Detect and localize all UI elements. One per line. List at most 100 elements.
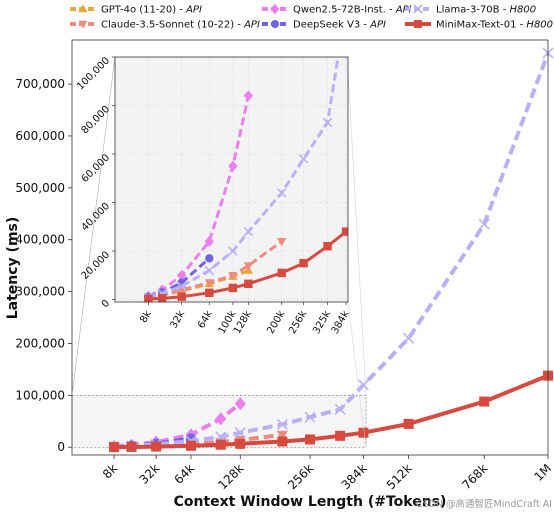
main-minimax-text-01-h800-square-marker bbox=[335, 430, 346, 441]
inset-deepseek-v3-api-circle-marker bbox=[205, 254, 214, 263]
axis-titles: Context Window Length (#Tokens) Latency … bbox=[5, 217, 446, 510]
legend-claude-3-5-sonnet-10-22-api-triangle-marker bbox=[78, 20, 88, 29]
inset-llama-3-70b-h800 bbox=[143, 57, 340, 302]
main-minimax-text-01-h800-square-marker bbox=[186, 440, 196, 451]
inset-connectors bbox=[71, 56, 367, 448]
legend-qwen2-5-72b-inst-api: Qwen2.5-72B-Inst. - API bbox=[262, 3, 412, 16]
main-llama-3-70b-h800-x-marker bbox=[478, 218, 490, 230]
inset-minimax-text-01-h800-square-marker bbox=[341, 227, 348, 236]
watermark: CSDN @高通智匠MindCraft AI bbox=[416, 498, 552, 510]
main-minimax-text-01-h800-square-marker bbox=[277, 436, 288, 447]
inset-llama-3-70b-h800-x-marker bbox=[204, 265, 215, 276]
main-series-layer bbox=[108, 47, 554, 453]
x-tick-label: 512k bbox=[384, 461, 415, 492]
inset-claude-3-5-sonnet-10-22-api-triangle-marker bbox=[228, 271, 238, 281]
legend-deepseek-v3-api-circle-marker bbox=[271, 20, 279, 28]
y-tick-label: 600,000 bbox=[15, 129, 65, 143]
main-minimax-text-01-h800-square-marker bbox=[479, 396, 490, 407]
main-llama-3-70b-h800-x-marker bbox=[234, 427, 246, 439]
y-tick-label: 100,000 bbox=[15, 388, 65, 402]
main-llama-3-70b-h800-x-marker bbox=[276, 418, 288, 430]
x-tick-label: 64k bbox=[172, 461, 198, 487]
main-llama-3-70b-h800-x-marker bbox=[334, 403, 346, 415]
connector-line bbox=[347, 68, 367, 396]
legend-llama-3-70b-h800: Llama-3-70B - H800 bbox=[405, 4, 536, 16]
x-tick-label: 32k bbox=[137, 461, 163, 487]
inset-claude-3-5-sonnet-10-22-api-triangle-marker bbox=[243, 262, 253, 271]
inset-minimax-text-01-h800-square-marker bbox=[205, 288, 214, 297]
inset-minimax-text-01-h800-square-marker bbox=[228, 283, 238, 293]
legend-llama-3-70b-h800-label: Llama-3-70B - H800 bbox=[436, 5, 536, 16]
main-qwen2-5-72b-inst-api-diamond-marker bbox=[215, 412, 227, 426]
y-tick-label: 300,000 bbox=[15, 285, 65, 299]
inset-llama-3-70b-h800-x-marker bbox=[176, 281, 187, 291]
inset-series-layer bbox=[143, 57, 348, 302]
inset-claude-3-5-sonnet-10-22-api-triangle-marker bbox=[277, 237, 287, 247]
inset-llama-3-70b-h800-x-marker bbox=[276, 188, 287, 198]
main-qwen2-5-72b-inst-api-diamond-marker bbox=[234, 397, 246, 411]
inset-background bbox=[115, 57, 348, 302]
legend-qwen2-5-72b-inst-api-diamond-marker bbox=[270, 3, 280, 15]
inset-claude-3-5-sonnet-10-22-api-triangle-marker bbox=[204, 279, 214, 288]
legend-minimax-text-01-h800-square-marker bbox=[414, 20, 422, 28]
legend-deepseek-v3-api-label: DeepSeek V3 - API bbox=[293, 20, 386, 31]
main-minimax-text-01-h800-square-marker bbox=[403, 418, 414, 429]
legend-gpt-4o-11-20-api-label: GPT-4o (11-20) - API bbox=[101, 5, 202, 16]
x-tick-label: 128k bbox=[215, 461, 246, 492]
inset-minimax-text-01-h800-square-marker bbox=[277, 268, 286, 278]
inset-minimax-text-01-h800-square-marker bbox=[244, 279, 253, 289]
y-tick-label: 700,000 bbox=[15, 77, 65, 91]
inset-qwen2-5-72b-inst-api-diamond-marker bbox=[243, 90, 253, 102]
inset-frame bbox=[114, 56, 349, 303]
y-tick-label: 500,000 bbox=[15, 181, 65, 195]
main-qwen2-5-72b-inst-api-line bbox=[113, 402, 242, 449]
inset-qwen2-5-72b-inst-api-diamond-marker bbox=[177, 269, 187, 281]
inset-minimax-text-01-h800-square-marker bbox=[299, 258, 308, 268]
inset-qwen2-5-72b-inst-api-diamond-marker bbox=[204, 235, 214, 247]
main-minimax-text-01-h800-square-marker bbox=[109, 442, 120, 453]
inset-llama-3-70b-h800-x-marker bbox=[322, 117, 333, 128]
legend-claude-3-5-sonnet-10-22-api: Claude-3.5-Sonnet (10-22) - API bbox=[70, 20, 260, 31]
main-llama-3-70b-h800-x-marker bbox=[304, 411, 316, 423]
main-llama-3-70b-h800-x-marker bbox=[403, 332, 415, 344]
main-minimax-text-01-h800-square-marker bbox=[215, 439, 226, 450]
legend-qwen2-5-72b-inst-api-label: Qwen2.5-72B-Inst. - API bbox=[293, 5, 412, 16]
main-minimax-text-01-h800-square-marker bbox=[126, 441, 137, 452]
main-minimax-text-01-h800-square-marker bbox=[358, 427, 369, 438]
main-minimax-text-01-h800-square-marker bbox=[235, 438, 246, 449]
y-axis-title: Latency (ms) bbox=[5, 217, 21, 320]
legend-gpt-4o-11-20-api: GPT-4o (11-20) - API bbox=[70, 4, 202, 16]
inset-minimax-text-01-h800-square-marker bbox=[144, 294, 153, 302]
legend-gpt-4o-11-20-api-triangle-marker bbox=[78, 4, 88, 13]
legend: GPT-4o (11-20) - API Claude-3.5-Sonnet (1… bbox=[70, 3, 553, 31]
x-tick-label: 8k bbox=[100, 461, 120, 481]
x-tick-label: 768k bbox=[459, 461, 490, 492]
inset-minimax-text-01-h800-square-marker bbox=[177, 292, 186, 301]
main-minimax-text-01-h800-square-marker bbox=[305, 434, 315, 445]
connector-line bbox=[71, 56, 116, 396]
x-tick-label: 384k bbox=[339, 461, 370, 492]
inset-x-tick-label: 8k bbox=[138, 309, 154, 325]
legend-deepseek-v3-api: DeepSeek V3 - API bbox=[262, 20, 386, 31]
legend-llama-3-70b-h800-x-marker bbox=[413, 4, 423, 14]
inset-minimax-text-01-h800 bbox=[144, 227, 348, 302]
legend-minimax-text-01-h800: MiniMax-Text-01 - H800 bbox=[405, 20, 553, 31]
inset-minimax-text-01-h800-square-marker bbox=[157, 294, 167, 302]
y-tick-label: 0 bbox=[57, 440, 65, 454]
inset-qwen2-5-72b-inst-api-diamond-marker bbox=[228, 160, 238, 172]
inset-minimax-text-01-h800-line bbox=[148, 230, 347, 301]
inset-llama-3-70b-h800-line bbox=[147, 57, 340, 299]
y-tick-label: 200,000 bbox=[15, 336, 65, 350]
inset-llama-3-70b-h800-x-marker bbox=[243, 226, 254, 237]
main-minimax-text-01-h800-square-marker bbox=[151, 441, 162, 452]
legend-minimax-text-01-h800-label: MiniMax-Text-01 - H800 bbox=[436, 20, 553, 31]
inset-minimax-text-01-h800-square-marker bbox=[323, 242, 332, 251]
y-tick-label: 400,000 bbox=[15, 233, 65, 247]
x-tick-label: 256k bbox=[285, 461, 316, 492]
main-claude-3-5-sonnet-10-22-api-triangle-marker bbox=[276, 430, 288, 441]
legend-claude-3-5-sonnet-10-22-api-label: Claude-3.5-Sonnet (10-22) - API bbox=[101, 20, 260, 31]
inset-llama-3-70b-h800-x-marker bbox=[298, 154, 309, 164]
x-axis-title: Context Window Length (#Tokens) bbox=[174, 494, 447, 510]
main-llama-3-70b-h800-x-marker bbox=[357, 379, 370, 391]
